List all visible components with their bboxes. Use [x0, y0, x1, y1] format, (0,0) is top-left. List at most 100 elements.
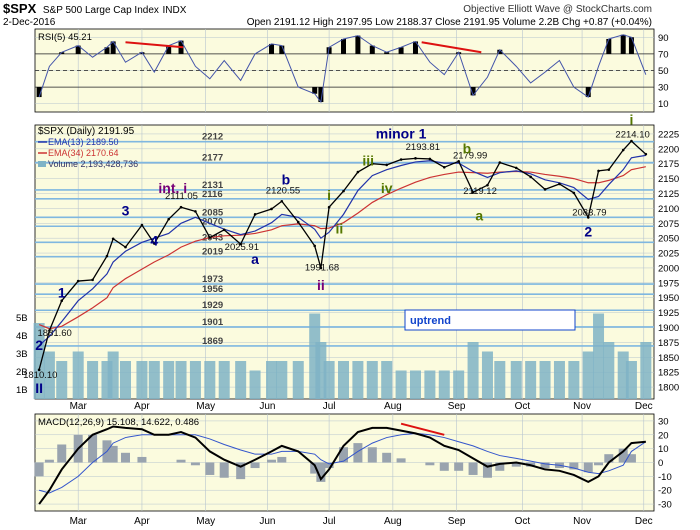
wave-label: int. i [158, 180, 187, 196]
volume-bar [315, 342, 327, 399]
price-point [152, 242, 156, 245]
volume-tick-label: 4B [16, 331, 28, 342]
quote-line: Open 2191.12 High 2197.95 Low 2188.37 Cl… [247, 17, 652, 28]
volume-bar [640, 342, 652, 399]
support-level-label: 1956 [202, 284, 223, 295]
price-point [48, 329, 51, 332]
rsi-overbought-fill [341, 38, 346, 54]
wave-label: 3 [122, 203, 130, 219]
price-label: 1991.68 [305, 262, 339, 273]
price-tick-label: 1975 [658, 278, 679, 289]
month-tick-label: Dec [635, 401, 653, 412]
month-tick-label: Sep [448, 401, 466, 412]
price-line [38, 140, 647, 370]
price-tick-label: 2200 [658, 144, 679, 155]
volume-bar [438, 370, 450, 399]
volume-bar [235, 361, 247, 399]
rsi-legend: RSI(5) 45.21 [38, 32, 92, 43]
support-level-label: 2070 [202, 216, 223, 227]
price-point [105, 254, 109, 258]
price-point [319, 266, 323, 270]
price-label: 2111.05 [165, 191, 198, 202]
wave-label: iv [381, 180, 393, 196]
price-point [543, 188, 547, 191]
volume-bar [603, 342, 615, 399]
volume-bar [494, 361, 506, 399]
wave-label: iii [362, 153, 374, 169]
rsi-overbought-fill [110, 41, 116, 54]
volume-bar [409, 370, 421, 399]
price-point [253, 213, 257, 216]
macd-histogram-bar [310, 462, 320, 474]
month-tick-label: Jun [259, 516, 275, 527]
price-point [296, 220, 300, 224]
volume-bar [481, 351, 493, 399]
wave-label: minor 1 [376, 126, 427, 142]
volume-tick-label: 3B [16, 349, 28, 360]
price-point [76, 279, 80, 283]
price-label: 2193.81 [406, 142, 440, 153]
support-level-label: 2212 [202, 132, 223, 143]
chart-date: 2-Dec-2016 [3, 17, 56, 28]
volume-bar [625, 361, 637, 399]
volume-tick-label: 2B [16, 367, 28, 378]
rsi-tick-label: 50 [658, 66, 669, 77]
macd-histogram-bar [604, 454, 614, 463]
price-point [572, 191, 576, 195]
rsi-overbought-fill [398, 47, 404, 54]
macd-tick-label: 20 [658, 430, 669, 441]
month-tick-label: Aug [384, 401, 402, 412]
price-point [621, 148, 625, 152]
support-level-label: 2177 [202, 153, 223, 164]
rsi-oversold-fill [318, 87, 324, 103]
price-tick-label: 1850 [658, 353, 679, 364]
wave-label: 4 [150, 232, 158, 248]
price-label: 2214.10 [615, 129, 649, 140]
macd-histogram-bar [205, 462, 215, 475]
price-tick-label: 2050 [658, 234, 679, 245]
macd-histogram-bar [425, 462, 435, 466]
support-level-label: 1973 [202, 274, 223, 285]
volume-bar [395, 370, 407, 399]
volume-bar [323, 361, 335, 399]
price-tick-label: 1925 [658, 308, 679, 319]
volume-tick-label: 5B [16, 313, 28, 324]
macd-histogram-bar [137, 456, 147, 463]
wave-label: II [35, 380, 43, 396]
wave-label: 1 [58, 285, 66, 301]
macd-histogram-bar [219, 462, 229, 478]
price-tick-label: 2000 [658, 263, 679, 274]
price-label: 1810.10 [23, 370, 57, 381]
volume-bar [525, 361, 537, 399]
price-tick-label: 2125 [658, 189, 679, 200]
macd-histogram-bar [277, 456, 287, 463]
month-tick-label: May [196, 401, 215, 412]
wave-label: i [327, 187, 331, 203]
wave-label: b [463, 141, 472, 157]
macd-tick-label: -10 [658, 472, 672, 483]
price-label: 2083.79 [572, 208, 606, 219]
rsi-overbought-fill [369, 45, 375, 54]
price-point [124, 245, 127, 249]
macd-histogram-bar [267, 459, 277, 463]
uptrend-label: uptrend [410, 315, 451, 327]
macd-histogram-bar [626, 454, 636, 463]
macd-histogram-bar [540, 462, 550, 469]
rsi-overbought-fill [75, 45, 81, 54]
macd-histogram-bar [44, 459, 54, 463]
ema34-legend-text: EMA(34) 2170.64 [48, 148, 119, 158]
volume-bar [43, 351, 55, 399]
macd-histogram-bar [34, 462, 44, 477]
price-point [111, 237, 115, 241]
macd-histogram-bar [108, 445, 118, 463]
wave-label: a [475, 207, 483, 223]
support-level-label: 2116 [202, 189, 223, 200]
month-tick-label: Nov [573, 516, 591, 527]
macd-histogram-bar [618, 448, 628, 463]
macd-histogram-bar [324, 462, 334, 469]
support-level-label: 1869 [202, 336, 223, 347]
rsi-tick-label: 90 [658, 33, 669, 44]
rsi-divergence-line [125, 41, 184, 49]
price-point [342, 189, 345, 193]
macd-tick-label: 0 [658, 458, 663, 469]
